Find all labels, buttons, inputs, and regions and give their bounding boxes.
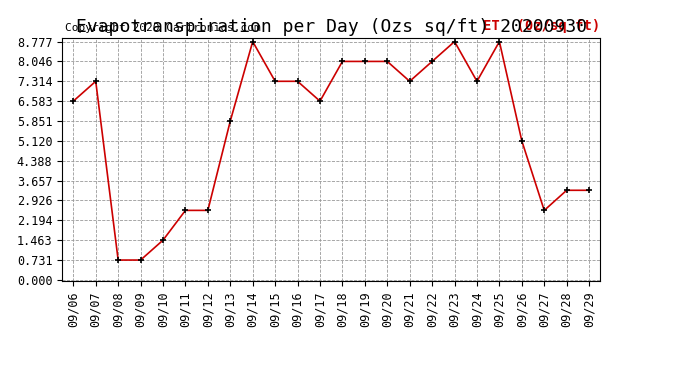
Text: ET  (0z/sq ft): ET (0z/sq ft) xyxy=(483,19,600,33)
Text: Copyright 2020 Cartronics.com: Copyright 2020 Cartronics.com xyxy=(65,22,261,33)
Title: Evapotranspiration per Day (Ozs sq/ft) 20200930: Evapotranspiration per Day (Ozs sq/ft) 2… xyxy=(76,18,586,36)
